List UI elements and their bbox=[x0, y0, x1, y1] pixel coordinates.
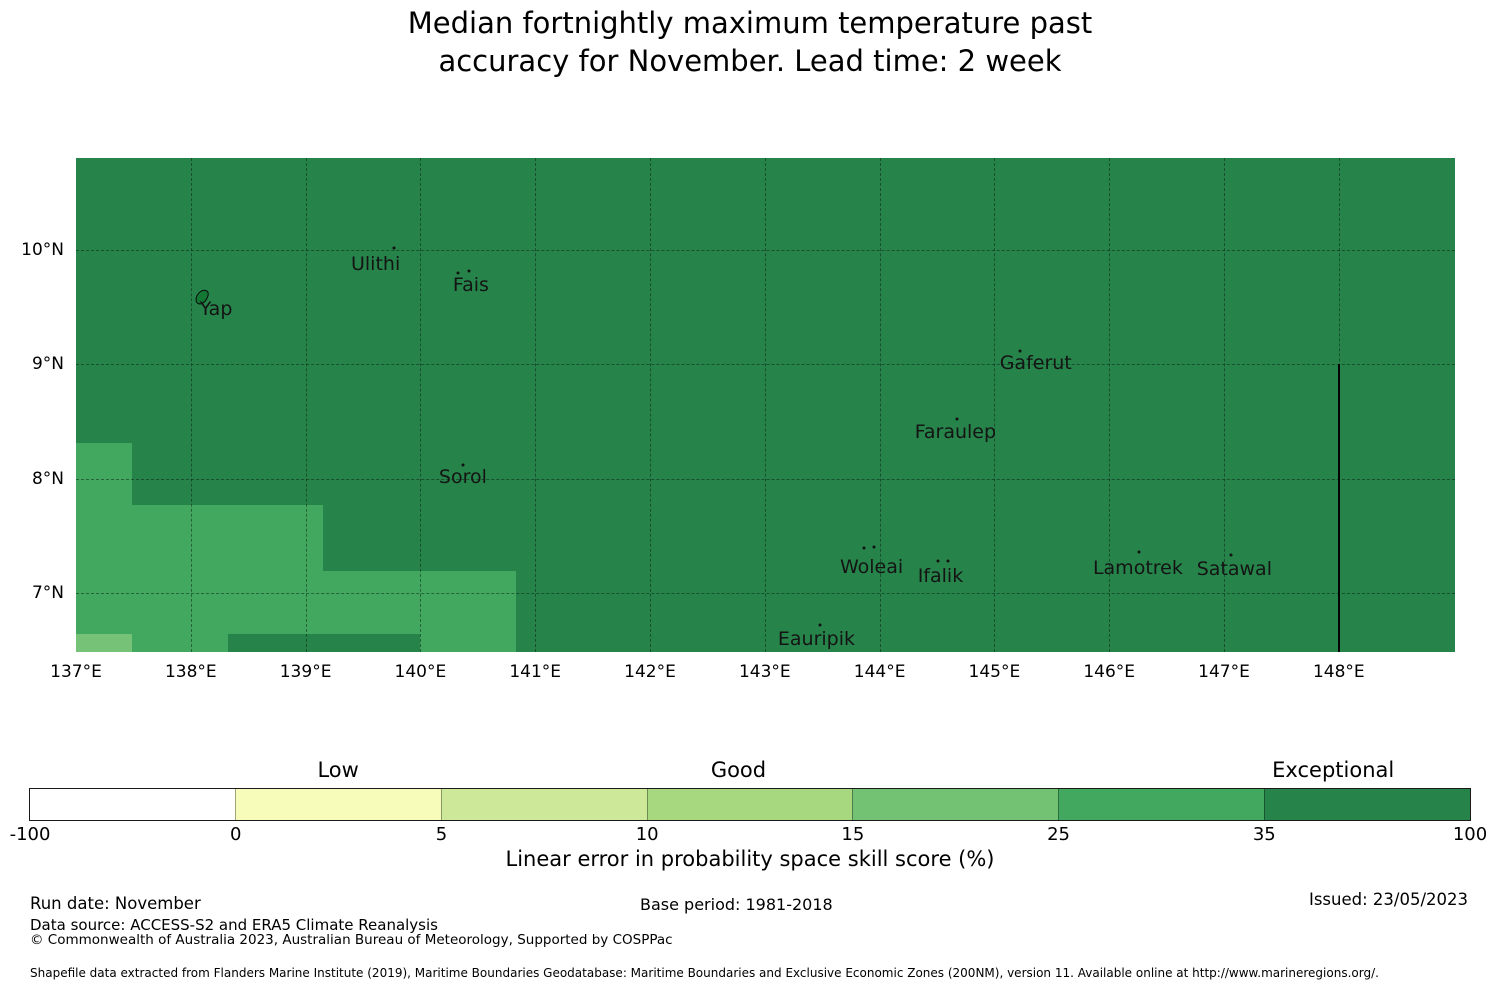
gridline-meridian bbox=[305, 158, 307, 652]
island-dot bbox=[872, 545, 876, 549]
longitude-tick-label: 148°E bbox=[1312, 662, 1365, 682]
island-label: Gaferut bbox=[999, 352, 1072, 375]
colorbar-segment bbox=[234, 789, 441, 820]
island-dot bbox=[946, 559, 950, 563]
island-dot bbox=[461, 463, 465, 467]
copyright-text: © Commonwealth of Australia 2023, Austra… bbox=[30, 932, 673, 948]
skill-score-region bbox=[76, 442, 133, 652]
longitude-tick-label: 139°E bbox=[279, 662, 332, 682]
gridline-meridian bbox=[190, 158, 192, 652]
gridline-meridian bbox=[1109, 158, 1111, 652]
island-dot bbox=[955, 417, 959, 421]
gridline-parallel bbox=[76, 250, 1455, 251]
island-label: Fais bbox=[452, 274, 489, 297]
colorbar-tick-label: 10 bbox=[635, 824, 659, 845]
colorbar-tick-label: 0 bbox=[229, 824, 242, 845]
colorbar-tick-label: 25 bbox=[1047, 824, 1071, 845]
skill-score-region bbox=[227, 633, 421, 652]
island-label: Woleai bbox=[839, 555, 904, 578]
latitude-tick-label: 7°N bbox=[31, 582, 64, 603]
colorbar bbox=[29, 788, 1471, 821]
island-label: Sorol bbox=[438, 466, 487, 489]
colorbar-segment bbox=[646, 789, 853, 820]
latitude-tick-label: 10°N bbox=[21, 240, 64, 260]
island-dot bbox=[1137, 550, 1141, 554]
colorbar-category-label: Exceptional bbox=[1272, 758, 1395, 782]
gridline-parallel bbox=[76, 592, 1455, 594]
longitude-tick-label: 138°E bbox=[164, 662, 217, 682]
island-label: Faraulep bbox=[914, 420, 997, 443]
colorbar-segment bbox=[1264, 789, 1471, 820]
latitude-tick-label: 8°N bbox=[31, 468, 64, 489]
latitude-axis: 10°N 9°N 8°N 7°N bbox=[0, 158, 64, 652]
shapefile-attribution-text: Shapefile data extracted from Flanders M… bbox=[30, 966, 1379, 980]
run-date-text: Run date: November bbox=[30, 894, 201, 913]
island-dot bbox=[456, 271, 460, 275]
longitude-tick-label: 146°E bbox=[1083, 662, 1136, 682]
longitude-tick-label: 143°E bbox=[738, 662, 791, 682]
island-label: Eauripik bbox=[777, 627, 856, 650]
island-dot bbox=[1018, 349, 1022, 353]
longitude-tick-label: 142°E bbox=[624, 662, 676, 682]
chart-title: Median fortnightly maximum temperature p… bbox=[407, 6, 1093, 78]
colorbar-segment bbox=[852, 789, 1059, 820]
gridline-meridian bbox=[994, 158, 996, 652]
island-dot bbox=[467, 269, 471, 273]
island-dot bbox=[392, 246, 396, 250]
latitude-tick-label: 9°N bbox=[31, 354, 64, 375]
gridline-meridian bbox=[1224, 158, 1226, 652]
colorbar-tick-label: -100 bbox=[9, 824, 51, 845]
eez-boundary-line bbox=[1337, 364, 1340, 652]
island-dot bbox=[862, 546, 866, 550]
longitude-axis: 137°E 138°E 139°E 140°E 141°E 142°E 143°E 144°E… bbox=[50, 662, 1455, 686]
colorbar-category-labels: Low Good Exceptional bbox=[30, 758, 1470, 786]
colorbar-tick-labels: -100 0 5 10 15 25 35 100 bbox=[10, 824, 1488, 846]
skill-score-region bbox=[132, 505, 324, 652]
gridline-meridian bbox=[420, 158, 422, 652]
issued-date-text: Issued: 23/05/2023 bbox=[1308, 890, 1468, 909]
island-label: Lamotrek bbox=[1092, 556, 1183, 579]
island-label: Yap bbox=[199, 298, 233, 321]
colorbar-tick-label: 100 bbox=[1452, 824, 1488, 845]
gridline-meridian bbox=[879, 158, 881, 652]
longitude-tick-label: 140°E bbox=[394, 662, 447, 682]
island-label: Ifalik bbox=[917, 564, 964, 587]
longitude-tick-label: 137°E bbox=[50, 662, 102, 682]
colorbar-category-label: Good bbox=[710, 758, 767, 782]
colorbar-category-label: Low bbox=[317, 758, 359, 782]
island-dot bbox=[818, 623, 822, 627]
colorbar-tick-label: 15 bbox=[841, 824, 865, 845]
gridline-meridian bbox=[650, 158, 651, 652]
colorbar-segment bbox=[440, 789, 647, 820]
colorbar-axis-label: Linear error in probability space skill … bbox=[505, 847, 995, 871]
longitude-tick-label: 147°E bbox=[1198, 662, 1250, 682]
longitude-tick-label: 144°E bbox=[853, 662, 906, 682]
island-dot bbox=[1229, 553, 1233, 557]
gridline-meridian bbox=[535, 158, 537, 652]
colorbar-segment bbox=[1058, 789, 1265, 820]
colorbar-tick-label: 35 bbox=[1252, 824, 1276, 845]
island-dot bbox=[936, 559, 940, 563]
colorbar-segment bbox=[30, 789, 235, 820]
map-plot: Yap Ulithi Fais Sorol Gaferut Faraulep Woleai I… bbox=[76, 158, 1455, 652]
data-source-text: Data source: ACCESS-S2 and ERA5 Climate … bbox=[30, 916, 438, 934]
longitude-tick-label: 145°E bbox=[968, 662, 1021, 682]
island-label: Ulithi bbox=[351, 252, 401, 275]
gridline-parallel bbox=[76, 478, 1455, 480]
skill-score-region bbox=[76, 633, 133, 652]
gridline-meridian bbox=[764, 158, 766, 652]
longitude-tick-label: 141°E bbox=[509, 662, 562, 682]
base-period-text: Base period: 1981-2018 bbox=[640, 895, 833, 914]
gridline-parallel bbox=[76, 364, 1455, 366]
colorbar-tick-label: 5 bbox=[435, 824, 448, 845]
island-label: Satawal bbox=[1196, 557, 1272, 580]
